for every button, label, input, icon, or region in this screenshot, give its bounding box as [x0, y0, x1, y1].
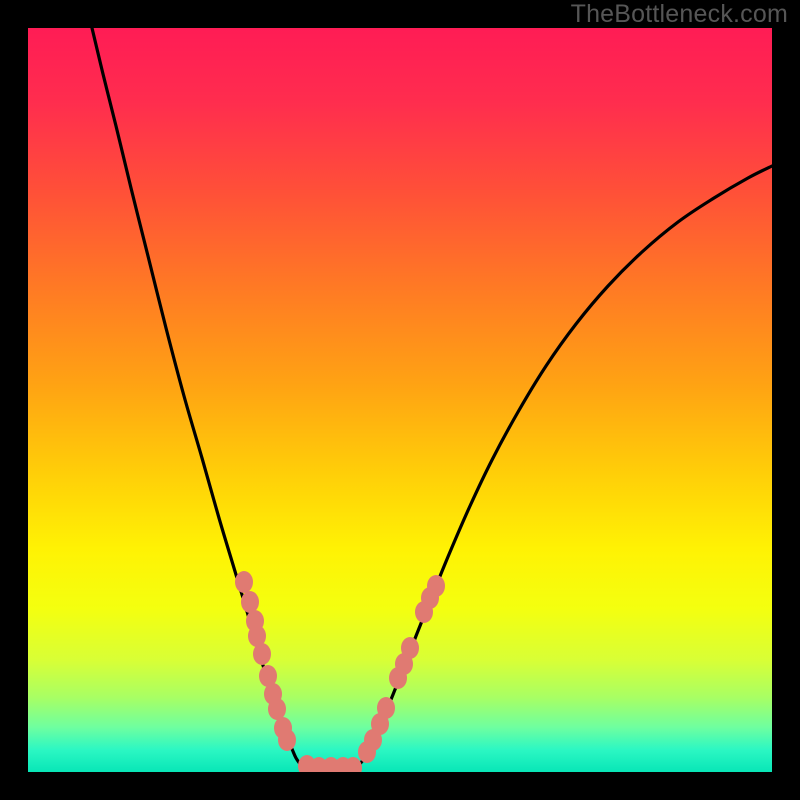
marker-dot	[253, 643, 271, 665]
marker-dot	[377, 697, 395, 719]
plot-svg	[28, 28, 772, 772]
marker-dot	[235, 571, 253, 593]
marker-dot	[427, 575, 445, 597]
marker-dot	[268, 698, 286, 720]
watermark-text: TheBottleneck.com	[571, 0, 788, 29]
marker-dot	[278, 729, 296, 751]
marker-dot	[241, 591, 259, 613]
plot-area	[28, 28, 772, 772]
marker-dot	[401, 637, 419, 659]
chart-container: TheBottleneck.com	[0, 0, 800, 800]
markers-bottom	[298, 755, 362, 772]
